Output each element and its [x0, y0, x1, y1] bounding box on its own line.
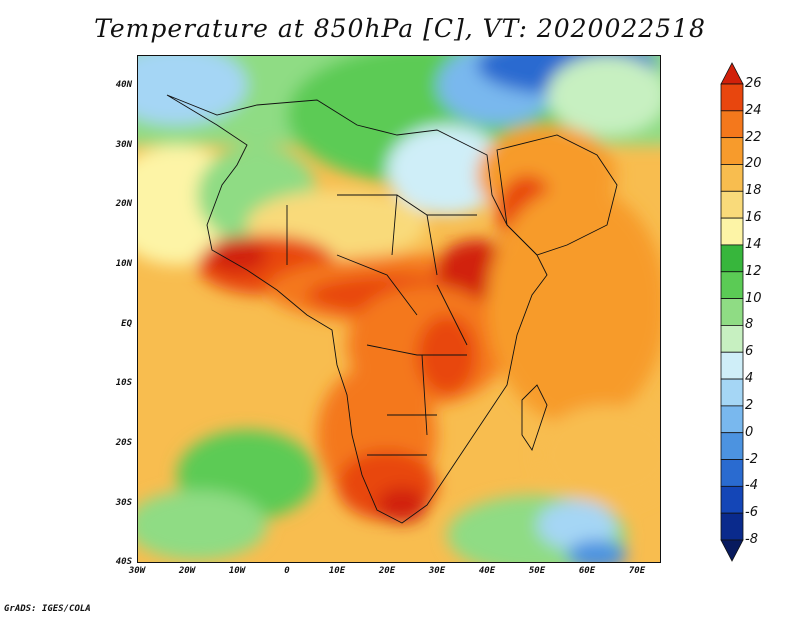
- colorbar-swatch: [720, 405, 744, 434]
- lat-label-20s: 20S: [115, 438, 132, 448]
- colorbar-label: 16: [745, 210, 762, 226]
- colorbar-label: 12: [745, 263, 762, 279]
- colorbar-swatch: [720, 164, 744, 192]
- colorbar: [720, 62, 744, 562]
- colorbar-label: 26: [745, 76, 762, 91]
- colorbar-swatch: [720, 298, 744, 326]
- colorbar-swatch: [720, 512, 744, 541]
- coastlines: [166, 94, 618, 524]
- lon-label-20e: 20E: [378, 566, 396, 576]
- map-title: Temperature at 850hPa [C], VT: 202002251…: [94, 14, 706, 43]
- lon-label-40e: 40E: [478, 566, 496, 576]
- lon-label-20w: 20W: [178, 566, 196, 576]
- colorbar-label: 6: [745, 344, 754, 360]
- colorbar-label: 18: [745, 183, 762, 199]
- lat-label-30s: 30S: [115, 498, 132, 508]
- colorbar-swatch: [720, 217, 744, 246]
- colorbar-swatch: [720, 485, 744, 514]
- colorbar-swatch: [720, 62, 744, 85]
- colorbar-label: 20: [745, 156, 762, 172]
- grads-credit: GrADS: IGES/COLA: [4, 604, 91, 614]
- lon-label-30w: 30W: [128, 566, 146, 576]
- colorbar-swatch: [720, 378, 744, 407]
- colorbar-label: 2: [745, 397, 754, 413]
- lon-label-10w: 10W: [228, 566, 246, 576]
- colorbar-swatch: [720, 244, 744, 273]
- colorbar-swatch: [720, 432, 744, 460]
- map-canvas: [137, 55, 661, 563]
- colorbar-label: 24: [745, 102, 762, 118]
- colorbar-swatch: [720, 459, 744, 487]
- colorbar-label: 0: [745, 424, 754, 440]
- lon-label-10e: 10E: [328, 566, 346, 576]
- colorbar-label: 14: [745, 236, 762, 252]
- lon-label-70e: 70E: [628, 566, 646, 576]
- temperature-map: [137, 55, 661, 563]
- colorbar-swatch: [720, 110, 744, 139]
- lat-label-40s: 40S: [115, 557, 132, 567]
- colorbar-swatch: [720, 539, 744, 562]
- colorbar-swatch: [720, 83, 744, 112]
- colorbar-swatch: [720, 325, 744, 353]
- colorbar-label: -8: [745, 532, 758, 547]
- colorbar-swatch: [720, 271, 744, 299]
- lat-label-10s: 10S: [115, 378, 132, 388]
- colorbar-swatch: [720, 351, 744, 380]
- colorbar-label: 8: [745, 317, 754, 333]
- colorbar-swatch: [720, 190, 744, 219]
- lat-label-20n: 20N: [115, 199, 132, 209]
- colorbar-label: -6: [745, 505, 758, 521]
- lon-label-30e: 30E: [428, 566, 446, 576]
- lon-label-0: 0: [284, 566, 290, 576]
- colorbar-label: 4: [745, 371, 754, 387]
- colorbar-label: -4: [745, 478, 758, 494]
- colorbar-label: 22: [745, 129, 762, 145]
- lon-label-60e: 60E: [578, 566, 596, 576]
- colorbar-swatch: [720, 137, 744, 165]
- colorbar-label: -2: [745, 451, 758, 467]
- lat-label-10n: 10N: [115, 259, 132, 269]
- lon-label-50e: 50E: [528, 566, 546, 576]
- lat-label-40n: 40N: [115, 80, 132, 90]
- lat-label-30n: 30N: [115, 140, 132, 150]
- lat-label-eq: EQ: [121, 319, 132, 329]
- colorbar-label: 10: [745, 290, 762, 306]
